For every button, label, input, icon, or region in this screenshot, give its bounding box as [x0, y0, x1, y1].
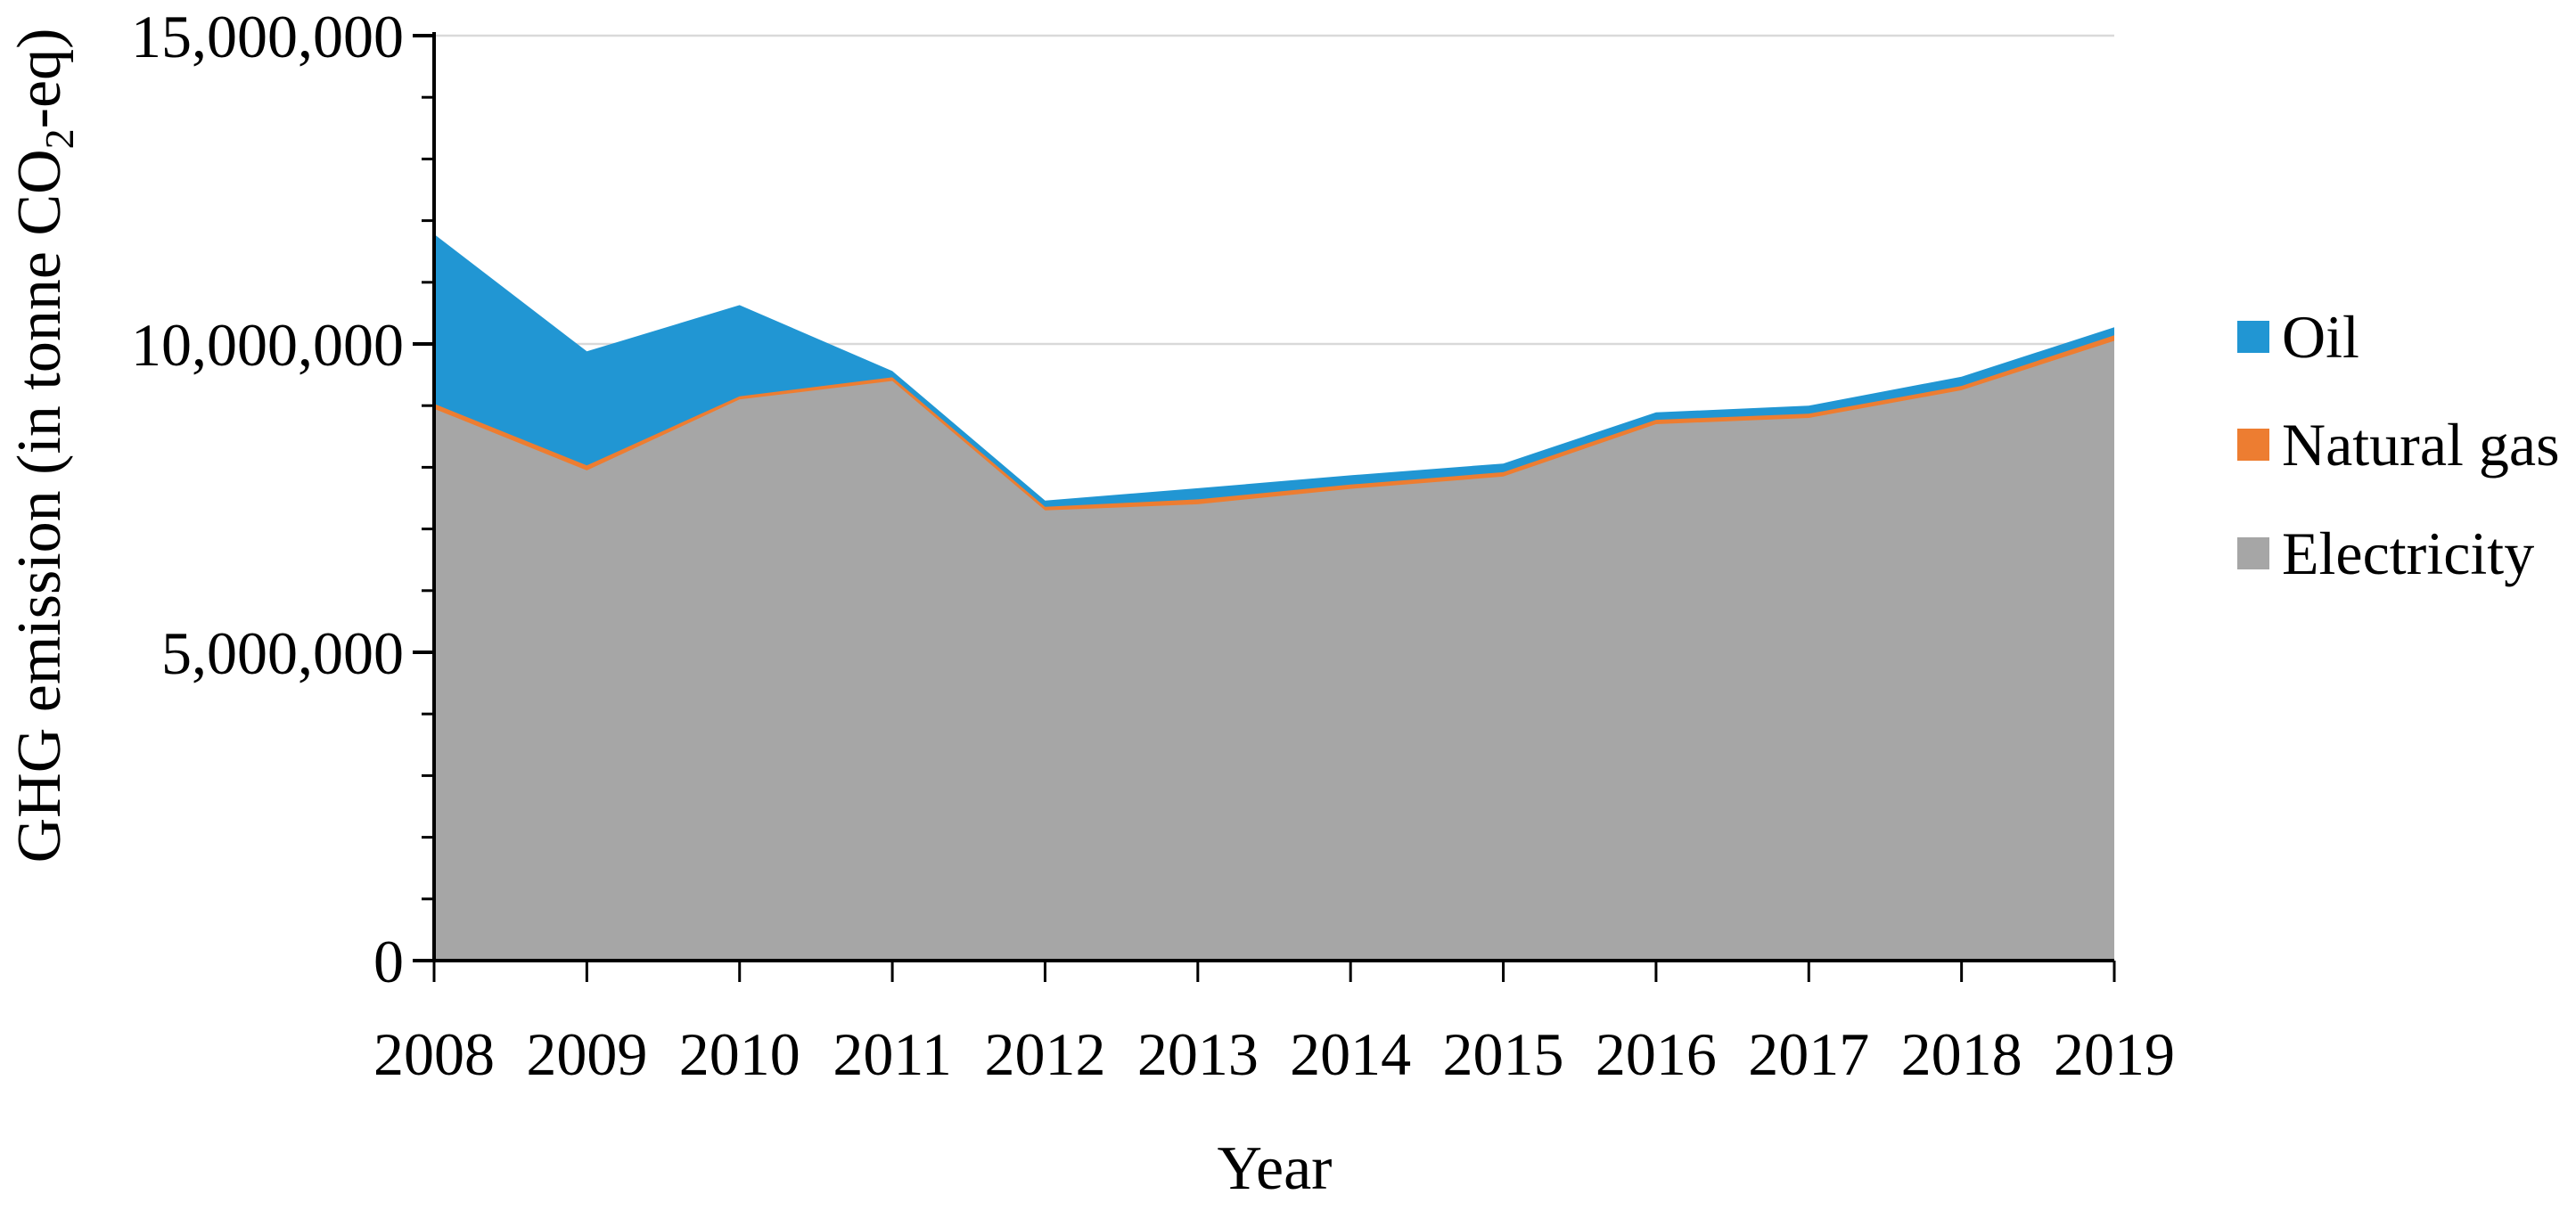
y-tick-label-10000000: 10,000,000	[131, 311, 404, 379]
area-electricity	[434, 340, 2114, 961]
y-tick-label-5000000: 5,000,000	[161, 619, 404, 687]
x-tick-label-2016: 2016	[1596, 1020, 1717, 1088]
x-tick-label-2012: 2012	[984, 1020, 1105, 1088]
y-axis-title-prefix: GHG emission (in tonne CO	[5, 149, 74, 863]
legend-swatch-natural-gas	[2237, 429, 2269, 461]
y-tick-label-0: 0	[373, 928, 404, 995]
y-axis-title-subscript: 2	[37, 128, 82, 150]
x-tick-label-2009: 2009	[526, 1020, 647, 1088]
legend-label-natural-gas: Natural gas	[2282, 410, 2560, 479]
legend-label-oil: Oil	[2282, 302, 2359, 371]
y-tick-label-15000000: 15,000,000	[131, 3, 404, 70]
x-tick-label-2008: 2008	[373, 1020, 495, 1088]
legend-swatch-oil	[2237, 321, 2269, 353]
legend-item-natural-gas: Natural gas	[2237, 410, 2560, 479]
legend-item-electricity: Electricity	[2237, 520, 2534, 587]
x-axis-title: Year	[1217, 1134, 1333, 1203]
x-tick-label-2014: 2014	[1290, 1020, 1411, 1088]
legend-label-electricity: Electricity	[2282, 519, 2535, 587]
x-tick-label-2019: 2019	[2054, 1020, 2175, 1088]
x-tick-label-2018: 2018	[1901, 1020, 2022, 1088]
x-tick-label-2013: 2013	[1137, 1020, 1259, 1088]
x-tick-label-2017: 2017	[1748, 1020, 1869, 1088]
y-axis-title-suffix: -eq)	[5, 28, 74, 129]
y-axis-title: GHG emission (in tonne CO2-eq)	[4, 0, 82, 891]
x-tick-label-2010: 2010	[679, 1020, 800, 1088]
x-tick-label-2011: 2011	[833, 1020, 951, 1088]
legend-swatch-electricity	[2237, 537, 2269, 569]
x-tick-label-2015: 2015	[1443, 1020, 1564, 1088]
legend-item-oil: Oil	[2237, 302, 2359, 371]
